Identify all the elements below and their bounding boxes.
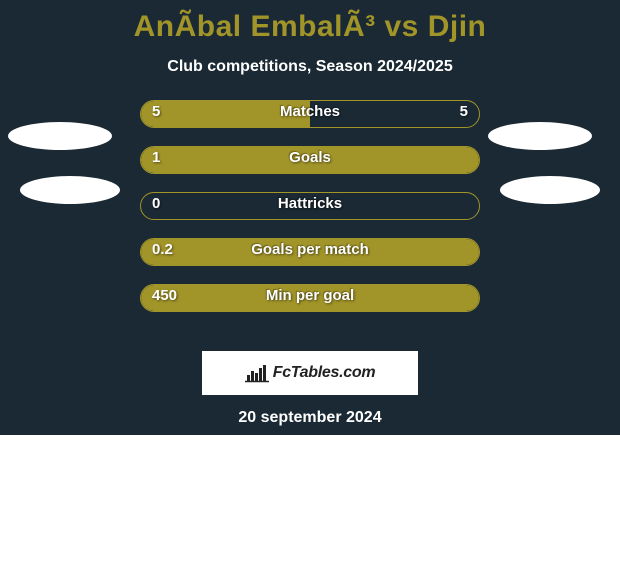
stat-label: Goals: [289, 149, 331, 166]
stat-label: Goals per match: [251, 241, 369, 258]
stat-label: Min per goal: [266, 287, 354, 304]
decor-ellipse: [500, 176, 600, 204]
subtitle: Club competitions, Season 2024/2025: [0, 58, 620, 76]
stat-value-left: 5: [152, 103, 160, 120]
stat-row: Goals per match 0.2: [0, 238, 620, 284]
stat-value-right: 5: [460, 103, 468, 120]
decor-ellipse: [8, 122, 112, 150]
stat-value-left: 450: [152, 287, 177, 304]
stat-label: Hattricks: [278, 195, 342, 212]
source-badge-text: FcTables.com: [273, 364, 376, 382]
stat-value-left: 0.2: [152, 241, 173, 258]
stat-value-left: 0: [152, 195, 160, 212]
date-text: 20 september 2024: [0, 409, 620, 427]
decor-ellipse: [488, 122, 592, 150]
page-title: AnÃ­bal EmbalÃ³ vs Djin: [0, 10, 620, 44]
comparison-card: AnÃ­bal EmbalÃ³ vs Djin Club competition…: [0, 0, 620, 435]
stat-label: Matches: [280, 103, 340, 120]
stat-value-left: 1: [152, 149, 160, 166]
decor-ellipse: [20, 176, 120, 204]
stat-row: Min per goal 450: [0, 284, 620, 330]
source-badge: FcTables.com: [202, 351, 418, 395]
barchart-icon: [245, 363, 269, 383]
